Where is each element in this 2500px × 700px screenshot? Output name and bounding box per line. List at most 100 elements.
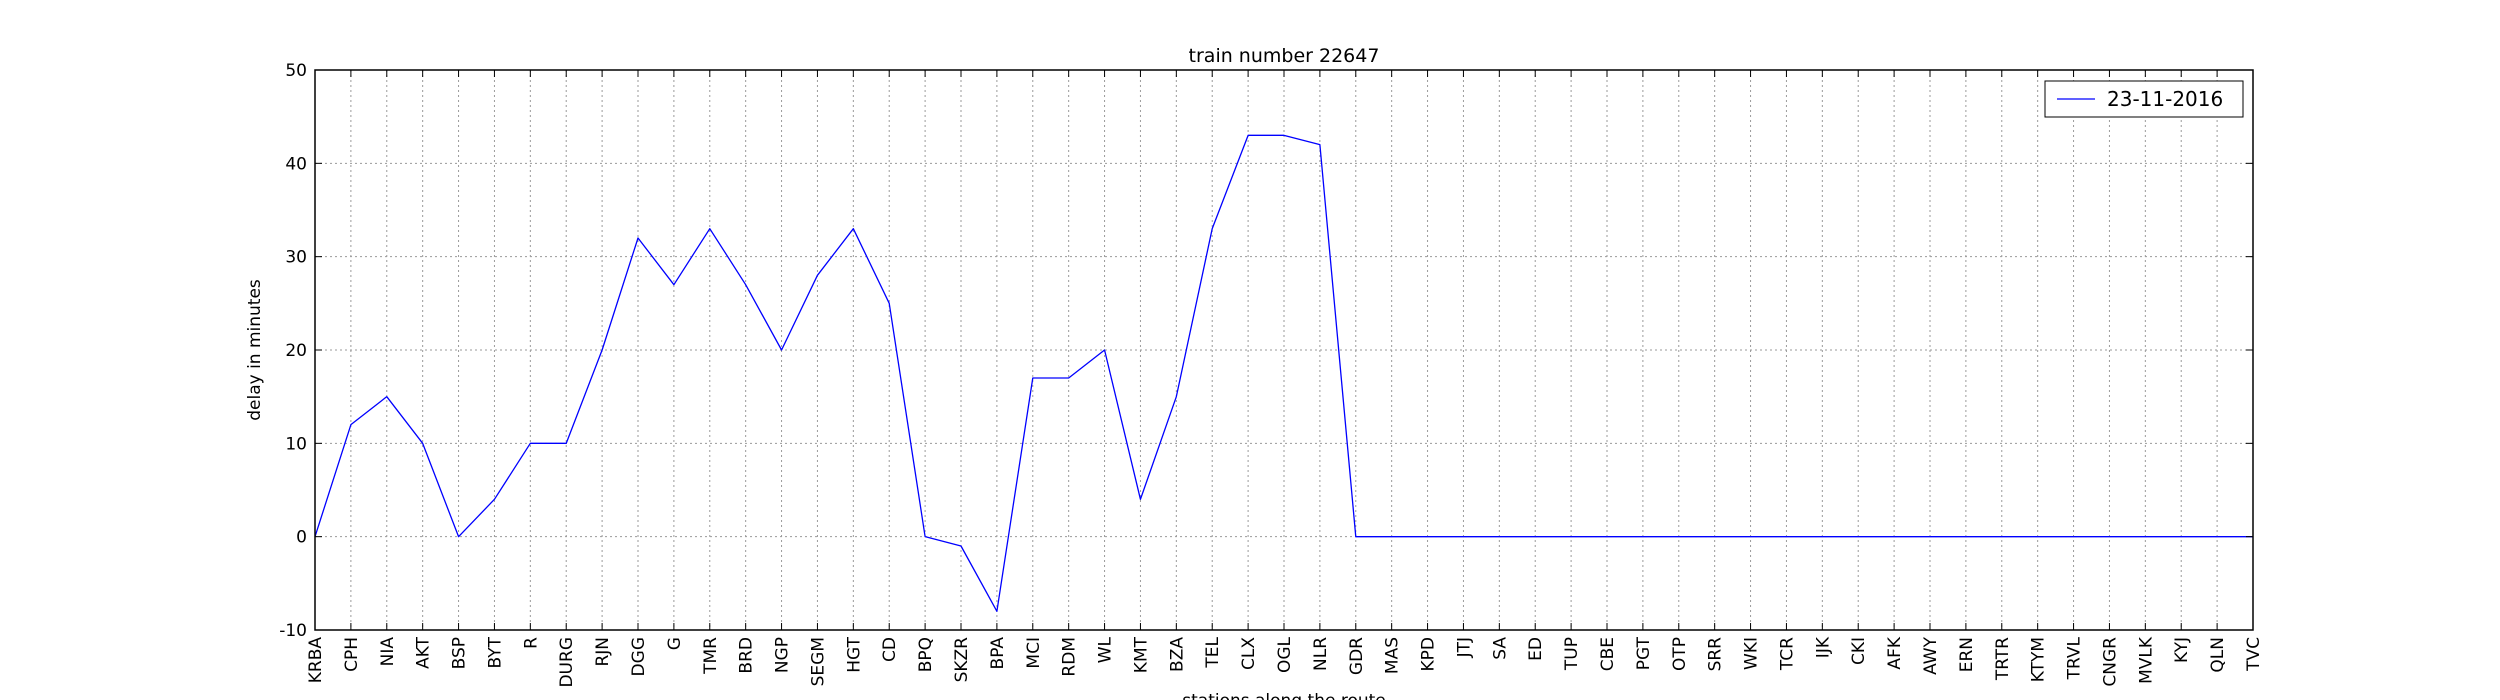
data-point [1283, 135, 1285, 137]
data-point [1499, 536, 1501, 538]
y-tick-label: 50 [285, 61, 307, 81]
data-point [1427, 536, 1429, 538]
data-point [1929, 536, 1931, 538]
data-point [709, 228, 711, 230]
grid-lines [314, 69, 2254, 631]
y-tick-label: -10 [279, 621, 307, 641]
data-point [1534, 536, 1536, 538]
x-tick-label: RJN [593, 637, 613, 667]
legend-label: 23-11-2016 [2107, 87, 2223, 111]
data-point [1570, 536, 1572, 538]
x-tick-label: SKZR [952, 637, 972, 683]
data-point [673, 284, 675, 286]
x-tick-label: TRVL [2065, 636, 2085, 680]
x-tick-label: TRTR [1993, 637, 2013, 681]
data-point [1391, 536, 1393, 538]
x-tick-label: BPQ [916, 637, 936, 672]
y-tick-label: 20 [285, 341, 307, 361]
y-tick-label: 10 [285, 434, 307, 454]
data-point [745, 284, 747, 286]
data-point [1786, 536, 1788, 538]
data-point [2073, 536, 2075, 538]
data-point [781, 349, 783, 351]
x-tick-label: GDR [1347, 637, 1367, 675]
x-tick-label: CLX [1239, 637, 1259, 670]
x-tick-label: AFK [1885, 636, 1905, 669]
data-point [458, 536, 460, 538]
x-tick-label: DGG [629, 637, 649, 676]
x-tick-label: CPH [342, 637, 362, 672]
data-point [996, 611, 998, 613]
x-tick-label: BSP [450, 637, 470, 669]
x-tick-label: SEGM [808, 637, 828, 686]
x-tick-label: CBE [1598, 637, 1618, 671]
data-point [386, 396, 388, 398]
data-point [817, 275, 819, 277]
x-tick-label: MAS [1383, 637, 1403, 674]
data-point [1893, 536, 1895, 538]
x-axis-ticks: KRBA CPH NIA AKT BSP BYT R DURG RJN DGG G TMR BRD NGP… [306, 70, 2264, 688]
series-layer [314, 134, 2253, 613]
data-point [924, 536, 926, 538]
x-tick-label: TMR [701, 637, 721, 675]
data-point [1176, 396, 1178, 398]
data-point [601, 349, 603, 351]
data-point [637, 237, 639, 239]
x-tick-label: TVC [2244, 637, 2264, 672]
data-point [422, 443, 424, 445]
x-tick-label: G [665, 637, 685, 650]
data-point [1032, 377, 1034, 379]
data-point [530, 443, 532, 445]
x-tick-label: ERN [1957, 637, 1977, 672]
data-point [2001, 536, 2003, 538]
x-tick-label: BRD [737, 637, 757, 674]
x-tick-label: TCR [1777, 637, 1797, 671]
x-tick-label: OGL [1275, 636, 1295, 673]
x-tick-label: MCI [1024, 637, 1044, 669]
data-point [1714, 536, 1716, 538]
x-tick-label: MVLK [2136, 636, 2156, 684]
x-tick-label: SRR [1706, 637, 1726, 672]
x-tick-label: AWY [1921, 636, 1941, 675]
x-tick-label: BZA [1167, 637, 1187, 672]
x-tick-label: DURG [557, 637, 577, 688]
x-tick-label: NGP [773, 637, 793, 673]
x-tick-label: SA [1490, 637, 1510, 660]
x-tick-label: IJK [1813, 636, 1833, 658]
x-tick-label: R [521, 637, 541, 649]
x-tick-label: TEL [1203, 636, 1223, 668]
data-point [2180, 536, 2182, 538]
x-tick-label: OTP [1670, 637, 1690, 671]
x-tick-label: RDM [1060, 637, 1080, 677]
data-point [1319, 144, 1321, 146]
data-point [853, 228, 855, 230]
data-point [1068, 377, 1070, 379]
x-tick-label: CNGR [2100, 637, 2120, 687]
y-tick-label: 40 [285, 154, 307, 174]
x-tick-label: NIA [378, 637, 398, 667]
data-point [1247, 135, 1249, 137]
data-point [2109, 536, 2111, 538]
y-tick-label: 0 [296, 528, 307, 548]
data-point [1678, 536, 1680, 538]
data-point [960, 545, 962, 547]
data-point [2216, 536, 2218, 538]
x-tick-label: BYT [485, 636, 505, 668]
x-axis-label: stations along the route [1182, 691, 1386, 700]
y-tick-label: 30 [285, 248, 307, 268]
x-tick-label: CD [880, 637, 900, 662]
data-point [888, 303, 890, 305]
series-line [314, 134, 2253, 612]
data-point [1211, 228, 1213, 230]
chart-title: train number 22647 [1189, 45, 1380, 67]
x-tick-label: WKI [1742, 637, 1762, 670]
x-tick-label: AKT [414, 636, 434, 668]
y-axis-ticks: -10 0 10 20 30 40 50 [279, 61, 2253, 641]
x-tick-label: NLR [1311, 637, 1331, 671]
data-point [1822, 536, 1824, 538]
x-tick-label: ED [1526, 637, 1546, 661]
data-point [1104, 349, 1106, 351]
data-point [494, 499, 496, 501]
y-axis-label: delay in minutes [245, 279, 265, 421]
